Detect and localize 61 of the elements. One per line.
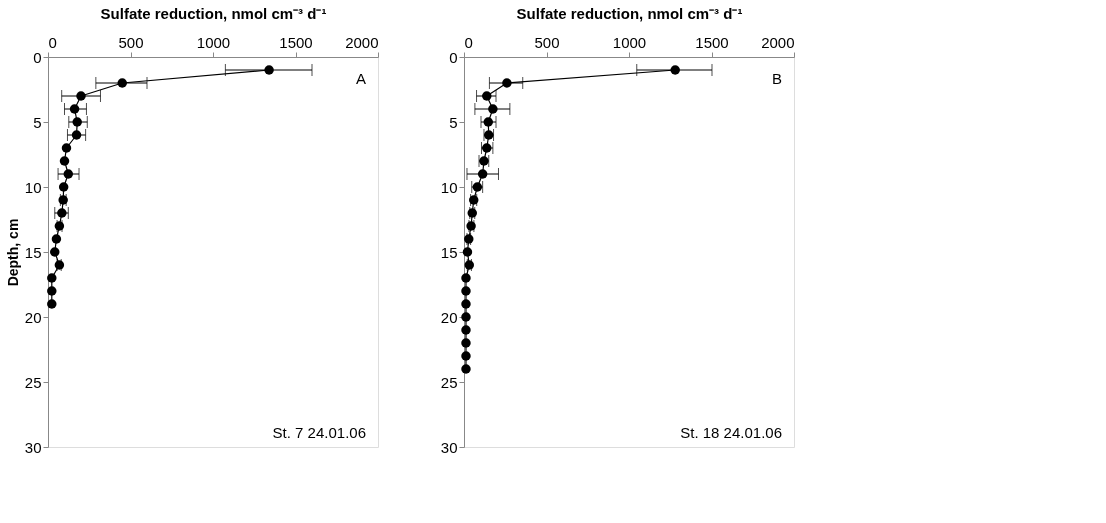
y-tick-label: 30 xyxy=(440,438,458,456)
point xyxy=(59,156,70,166)
y-tick-label: 20 xyxy=(24,308,42,326)
point xyxy=(264,65,274,75)
point xyxy=(461,351,471,361)
x-axis-title: Sulfate reduction, nmol cm⁻³ d⁻¹ xyxy=(516,4,743,22)
point xyxy=(461,364,471,374)
x-tick-label: 1000 xyxy=(196,33,231,51)
point xyxy=(670,65,680,75)
point xyxy=(477,169,488,179)
point xyxy=(61,143,72,153)
x-tick-label: 0 xyxy=(464,33,473,51)
y-tick-label: 10 xyxy=(440,178,458,196)
point xyxy=(483,117,493,127)
point xyxy=(461,312,471,322)
x-tick-label: 500 xyxy=(534,33,560,51)
y-tick-label: 25 xyxy=(24,373,42,391)
y-tick-label: 5 xyxy=(33,113,42,131)
x-tick-label: 1500 xyxy=(279,33,313,51)
point xyxy=(502,78,512,88)
point xyxy=(50,247,60,257)
y-axis-title: Depth, cm xyxy=(4,218,21,287)
point xyxy=(47,286,57,296)
y-tick-label: 20 xyxy=(440,308,458,326)
point xyxy=(71,130,82,140)
y-tick-label: 15 xyxy=(440,243,458,261)
y-tick-label: 30 xyxy=(24,438,42,456)
point xyxy=(461,299,471,309)
point xyxy=(63,169,74,179)
x-tick-label: 2000 xyxy=(345,33,379,51)
point xyxy=(72,117,82,127)
point xyxy=(461,325,471,335)
point xyxy=(76,91,86,101)
point xyxy=(69,104,80,114)
point xyxy=(461,286,471,296)
point xyxy=(461,273,471,283)
y-tick-label: 25 xyxy=(440,373,458,391)
x-tick-label: 2000 xyxy=(761,33,795,51)
y-tick-label: 0 xyxy=(449,48,458,66)
x-axis-title: Sulfate reduction, nmol cm⁻³ d⁻¹ xyxy=(100,4,327,22)
annotation: St. 7 24.01.06 xyxy=(272,424,366,441)
annotation: A xyxy=(355,70,366,87)
x-tick-label: 500 xyxy=(118,33,144,51)
y-tick-label: 0 xyxy=(33,48,42,66)
x-tick-label: 1000 xyxy=(612,33,647,51)
point xyxy=(488,104,498,114)
x-tick-label: 0 xyxy=(48,33,57,51)
annotation: B xyxy=(771,70,782,87)
y-tick-label: 15 xyxy=(24,243,42,261)
point xyxy=(58,182,69,192)
point xyxy=(117,78,127,88)
point xyxy=(47,299,57,309)
y-tick-label: 10 xyxy=(24,178,42,196)
point xyxy=(461,338,471,348)
annotation: St. 18 24.01.06 xyxy=(680,424,782,441)
point xyxy=(462,247,473,257)
y-tick-label: 5 xyxy=(449,113,458,131)
point xyxy=(482,91,492,101)
point xyxy=(47,273,57,283)
point xyxy=(51,234,62,244)
x-tick-label: 1500 xyxy=(695,33,729,51)
